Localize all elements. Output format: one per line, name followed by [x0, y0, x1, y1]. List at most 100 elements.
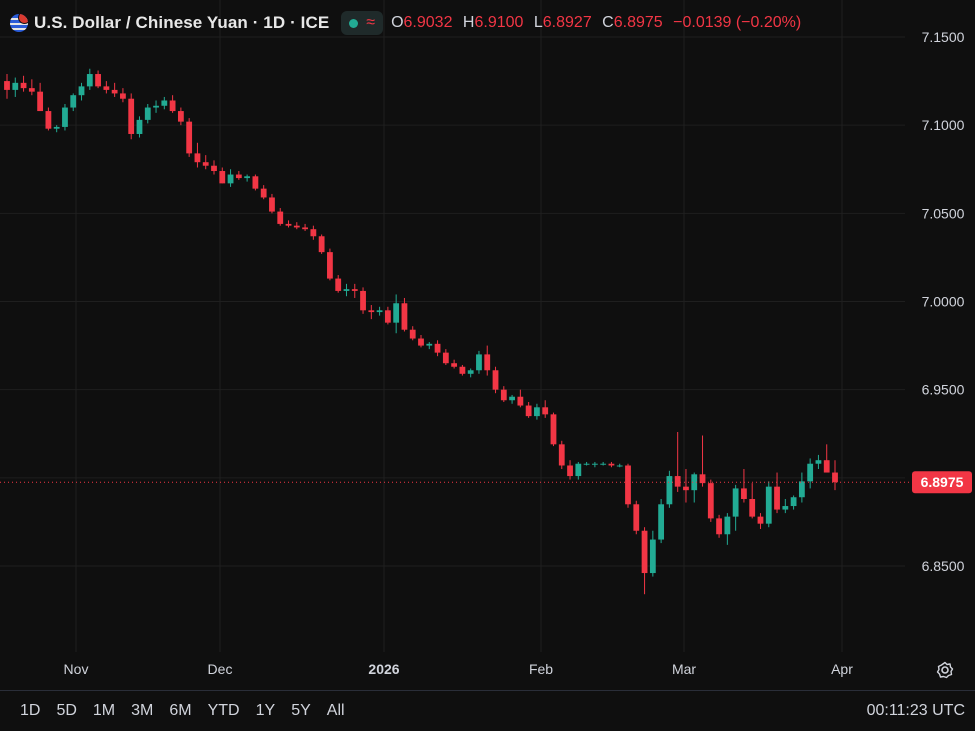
candle [409, 326, 416, 341]
candle [418, 335, 424, 348]
candle [608, 461, 615, 468]
candle [757, 513, 764, 529]
candle [492, 366, 499, 394]
candle [293, 222, 300, 230]
candle [691, 472, 698, 503]
candle [144, 104, 151, 124]
candle [815, 454, 822, 470]
candle [616, 463, 623, 468]
candle [103, 81, 110, 94]
candle [45, 107, 52, 131]
candle [575, 461, 582, 480]
price-tick-label: 7.1000 [922, 117, 965, 133]
candle [774, 472, 780, 514]
candle [70, 93, 77, 112]
candle [111, 82, 118, 97]
candle [252, 174, 259, 191]
close-value: 6.8975 [613, 14, 663, 31]
candle [202, 155, 209, 170]
candle [542, 400, 549, 418]
candle [666, 470, 673, 508]
candle [269, 193, 275, 214]
candle [318, 234, 325, 254]
range-button-6m[interactable]: 6M [169, 702, 192, 719]
range-button-ytd[interactable]: YTD [207, 702, 240, 719]
candle [128, 93, 135, 140]
candle [649, 530, 656, 577]
change-value: −0.0139 (−0.20%) [673, 14, 802, 31]
time-tick-label: Feb [529, 661, 553, 677]
time-tick-label: 2026 [368, 661, 399, 677]
range-button-1y[interactable]: 1Y [255, 702, 276, 719]
price-axis[interactable]: 7.15007.10007.05007.00006.95006.90006.85… [912, 29, 972, 574]
range-button-1m[interactable]: 1M [92, 702, 116, 719]
candle [484, 345, 491, 376]
time-tick-label: Dec [208, 661, 233, 677]
candle [442, 349, 449, 365]
candle [310, 225, 317, 240]
candle [62, 104, 68, 131]
last-price-badge [912, 471, 972, 494]
candle [765, 481, 772, 528]
price-tick-label: 6.9500 [922, 382, 965, 398]
candle [749, 483, 756, 519]
market-status[interactable]: ≈ [341, 11, 384, 35]
candle [525, 402, 532, 418]
range-button-5d[interactable]: 5D [56, 702, 77, 719]
chart-grid [0, 0, 905, 652]
candle [227, 169, 234, 187]
candle [658, 498, 665, 544]
price-tick-label: 7.0000 [922, 294, 965, 310]
candle [327, 248, 333, 281]
candle [194, 142, 201, 168]
candle [177, 107, 184, 126]
price-chart[interactable]: 7.15007.10007.05007.00006.95006.90006.85… [0, 0, 975, 690]
range-button-5y[interactable]: 5Y [291, 702, 311, 719]
candle [368, 305, 375, 320]
candle [393, 294, 400, 334]
chart-legend: U.S. Dollar / Chinese Yuan · 1D · ICE ≈ … [10, 10, 801, 36]
candle [277, 208, 284, 226]
wave-icon: ≈ [366, 14, 376, 31]
range-button-3m[interactable]: 3M [131, 702, 154, 719]
usd-cny-flag-icon [10, 14, 28, 32]
candle [169, 95, 176, 113]
price-tick-label: 6.8500 [922, 558, 965, 574]
candle [426, 342, 433, 350]
candle [37, 82, 44, 112]
candle [186, 118, 193, 157]
candle [136, 116, 143, 138]
candle [732, 484, 739, 531]
market-open-icon [349, 18, 359, 28]
candle [782, 498, 789, 514]
symbol-title[interactable]: U.S. Dollar / Chinese Yuan · 1D · ICE [34, 13, 330, 32]
candle [12, 77, 19, 97]
candle [244, 174, 251, 182]
candle [376, 306, 383, 316]
candle [633, 500, 640, 535]
candle [53, 125, 60, 133]
utc-clock[interactable]: 00:11:23 UTC [866, 702, 965, 719]
candle [360, 287, 366, 314]
candle [674, 431, 681, 492]
range-button-1d[interactable]: 1D [20, 702, 41, 719]
low-value: 6.8927 [542, 14, 592, 31]
candle [285, 220, 292, 228]
candle [95, 70, 101, 89]
gear-icon[interactable] [935, 660, 955, 680]
range-button-all[interactable]: All [326, 702, 345, 719]
time-axis[interactable]: Nov Dec 2026 Feb Mar Apr [64, 661, 854, 677]
candle [798, 472, 805, 503]
high-value: 6.9100 [474, 14, 524, 31]
candle [459, 364, 466, 376]
candle [558, 440, 565, 470]
candle [86, 68, 93, 90]
range-buttons: 1D 5D 1M 3M 6M YTD 1Y 5Y All [12, 702, 353, 720]
candle [707, 479, 714, 522]
candle [699, 435, 706, 487]
candle [683, 469, 689, 503]
candle [28, 79, 35, 96]
candle [823, 444, 830, 473]
candle [641, 527, 648, 595]
candle [517, 389, 524, 408]
